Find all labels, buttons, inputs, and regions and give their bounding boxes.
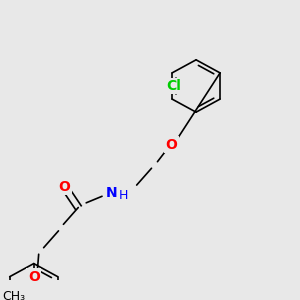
Text: H: H	[119, 189, 128, 202]
Text: O: O	[58, 180, 70, 194]
Text: O: O	[28, 270, 40, 284]
Text: CH₃: CH₃	[2, 290, 26, 300]
Text: N: N	[106, 187, 118, 200]
Text: O: O	[165, 138, 177, 152]
Text: Cl: Cl	[167, 79, 182, 93]
